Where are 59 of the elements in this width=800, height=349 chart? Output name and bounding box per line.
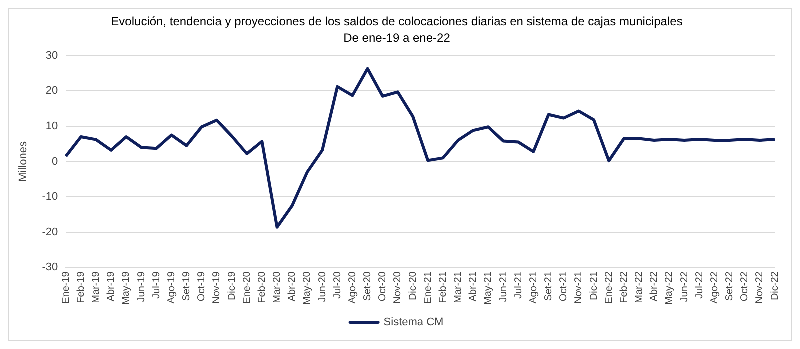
y-tick-label: -20 [42,226,58,238]
x-tick-label: Set-19 [182,271,193,302]
x-tick-label: Nov-19 [212,271,223,304]
x-tick-label: Nov-21 [574,271,585,304]
x-tick-label: Oct-19 [196,271,208,302]
x-tick-label: Feb-21 [438,271,449,304]
x-tick-label: Mar-19 [91,271,102,304]
x-tick-label: Ene-19 [60,271,72,304]
x-tick-label: Ago-20 [347,271,358,304]
x-tick-label: May-19 [121,271,132,306]
x-tick-label: Dic-21 [588,271,600,301]
x-tick-label: Abr-21 [468,271,480,302]
x-tick-label: Abr-22 [649,271,660,302]
y-tick-label: -10 [42,191,58,204]
x-tick-label: Set-20 [362,271,374,302]
x-tick-label: Jul-20 [332,271,344,299]
y-tick-label: -30 [42,262,58,274]
legend-label: Sistema CM [384,316,444,329]
x-tick-label: Abr-20 [287,271,298,302]
x-tick-label: Abr-19 [106,271,118,302]
y-tick-label: 10 [46,120,58,132]
y-tick-label: 20 [46,85,58,98]
x-tick-label: Oct-22 [740,271,751,302]
x-tick-label: Set-22 [724,271,736,302]
x-tick-label: Nov-22 [754,271,766,304]
x-tick-label: Jul-21 [513,271,524,299]
x-tick-label: Set-21 [544,271,555,302]
x-tick-label: Nov-20 [392,271,404,304]
x-tick-label: Mar-20 [272,271,284,304]
x-tick-label: Jun-21 [498,271,510,302]
x-tick-label: May-22 [664,271,676,306]
x-tick-label: Jun-22 [679,271,690,302]
x-tick-label: May-21 [483,271,494,306]
chart-subtitle: De ene-19 a ene-22 [344,30,451,45]
x-tick-label: May-20 [302,271,314,306]
x-tick-label: Jul-19 [151,271,162,299]
x-tick-label: Ene-21 [422,271,434,304]
x-tick-label: Dic-19 [226,271,238,301]
y-axis-title: Millones [18,141,30,182]
x-tick-label: Feb-22 [618,271,630,304]
x-tick-label: Ago-22 [709,271,720,304]
x-tick-label: Jun-19 [136,271,148,302]
x-tick-label: Mar-22 [634,271,646,304]
x-tick-label: Jul-22 [694,271,706,299]
x-tick-label: Ago-21 [528,271,540,304]
y-tick-label: 0 [52,156,58,168]
x-tick-label: Ago-19 [166,271,178,304]
x-tick-label: Dic-22 [770,271,781,301]
x-tick-label: Ene-22 [604,271,615,304]
x-tick-label: Feb-20 [256,271,268,304]
x-tick-label: Oct-20 [378,271,389,302]
x-tick-label: Jun-20 [317,271,328,302]
x-tick-label: Mar-21 [453,271,464,304]
x-tick-label: Dic-20 [408,271,419,301]
y-tick-label: 30 [46,50,58,62]
chart-title: Evolución, tendencia y proyecciones de los saldos de colocaciones diarias en sistema de cajas municipales [111,14,683,29]
x-tick-label: Oct-21 [558,271,570,302]
x-tick-label: Feb-19 [76,271,87,304]
x-tick-label: Ene-20 [242,271,253,304]
